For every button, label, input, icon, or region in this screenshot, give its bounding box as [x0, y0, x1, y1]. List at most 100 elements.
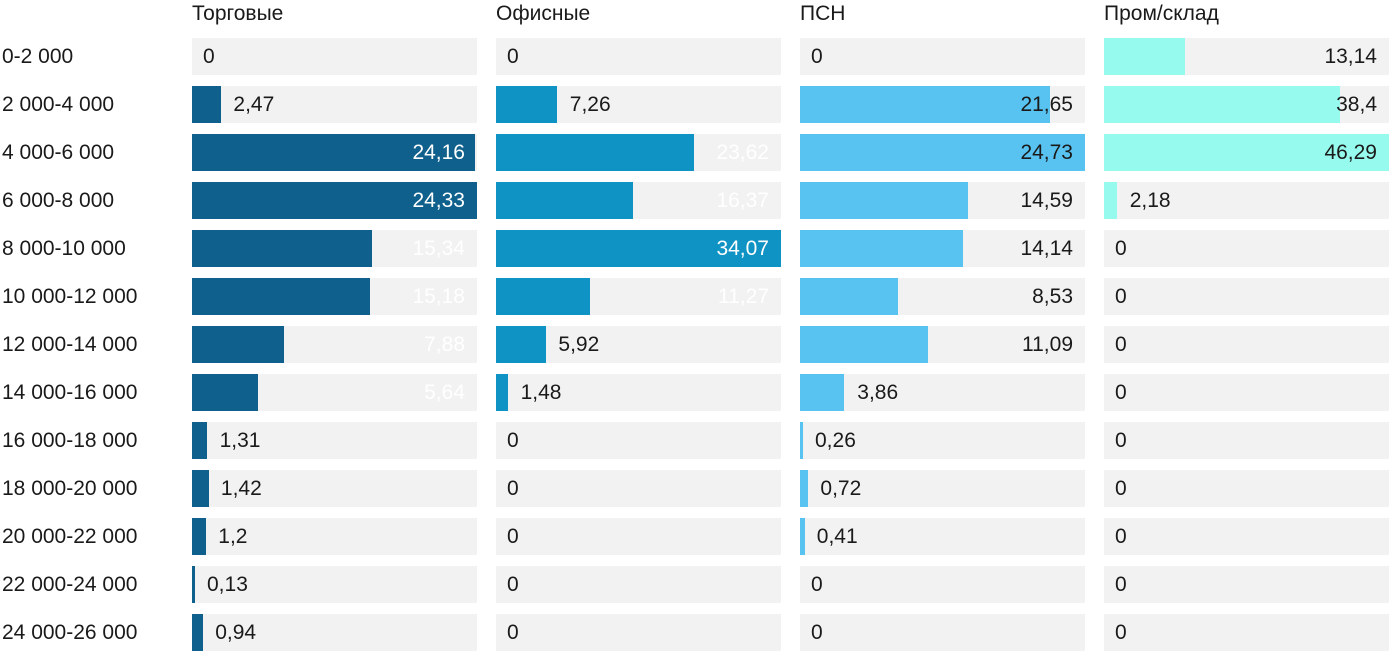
bar-value-label: 14,59: [1020, 188, 1073, 212]
bar-track: 13,14: [1104, 38, 1389, 75]
bar-value-label: 0,94: [215, 620, 257, 644]
bar-track: 16,37: [496, 182, 781, 219]
bar-value-label: 15,34: [412, 236, 465, 260]
bar-track: 0: [1104, 566, 1389, 603]
bar-track: 0: [496, 566, 781, 603]
bar-value-label: 0: [507, 44, 519, 68]
bar-value-label: 0,72: [820, 476, 862, 500]
bar: [496, 326, 546, 363]
bar: [496, 134, 694, 171]
bar-value-label: 1,48: [520, 380, 562, 404]
bar-value-label: 14,14: [1020, 236, 1073, 260]
bar: [1104, 134, 1389, 171]
bar-value-label: 7,88: [424, 332, 465, 356]
bar-track: 1,48: [496, 374, 781, 411]
row-label: 6 000-8 000: [2, 188, 115, 212]
bar-track: 0: [1104, 278, 1389, 315]
bar-track: 24,16: [192, 134, 477, 171]
row-label: 8 000-10 000: [2, 236, 126, 260]
bar-track: 24,33: [192, 182, 477, 219]
row-label: 24 000-26 000: [2, 620, 138, 644]
bar: [192, 230, 372, 267]
bar-value-label: 0: [203, 44, 215, 68]
bar-track: 1,31: [192, 422, 477, 459]
bar-value-label: 5,64: [424, 380, 465, 404]
bar-track: 0: [800, 566, 1085, 603]
bar-value-label: 38,4: [1336, 92, 1377, 116]
row-label: 0-2 000: [2, 44, 74, 68]
bar: [496, 86, 557, 123]
bar-track: 1,42: [192, 470, 477, 507]
bar-track: 0,13: [192, 566, 477, 603]
bar-value-label: 5,92: [558, 332, 600, 356]
bar-value-label: 21,65: [1020, 92, 1073, 116]
bar: [192, 134, 475, 171]
bar-track: 24,73: [800, 134, 1085, 171]
bar-value-label: 34,07: [716, 236, 769, 260]
bar-track: 11,27: [496, 278, 781, 315]
bar-value-label: 13,14: [1324, 44, 1377, 68]
row-label: 14 000-16 000: [2, 380, 138, 404]
bar-track: 46,29: [1104, 134, 1389, 171]
bar-track: 7,26: [496, 86, 781, 123]
bar-value-label: 24,16: [412, 140, 465, 164]
bar-track: 0: [1104, 470, 1389, 507]
bar-value-label: 8,53: [1032, 284, 1073, 308]
bar-value-label: 0,41: [816, 524, 858, 548]
bar-track: 38,4: [1104, 86, 1389, 123]
bar-value-label: 16,37: [716, 188, 769, 212]
bar-value-label: 0,13: [207, 572, 248, 596]
bar-track: 0,72: [800, 470, 1085, 507]
bar-value-label: 1,31: [219, 428, 261, 452]
column-header-3: ПСН: [800, 2, 846, 25]
bar-value-label: 0: [507, 524, 519, 548]
bar-track: 0: [496, 422, 781, 459]
row-label: 22 000-24 000: [2, 572, 138, 596]
bar-track: 15,34: [192, 230, 477, 267]
row-label: 10 000-12 000: [2, 284, 138, 308]
bar-value-label: 0: [811, 620, 823, 644]
bar-track: 3,86: [800, 374, 1085, 411]
bar: [192, 518, 207, 555]
bar: [192, 278, 370, 315]
bar: [192, 86, 221, 123]
chart-grid: Торговые Офисные ПСН Пром/склад 0-2 000 0 0 0 13…: [0, 2, 1389, 651]
bar: [192, 422, 208, 459]
bar-track: 23,62: [496, 134, 781, 171]
bar: [800, 422, 803, 459]
column-header-2: Офисные: [496, 2, 591, 25]
bar: [192, 182, 477, 219]
bar-value-label: 0: [1115, 524, 1127, 548]
bar-track: 11,09: [800, 326, 1085, 363]
bar-value-label: 0: [507, 620, 519, 644]
column-header-4: Пром/склад: [1104, 2, 1219, 25]
bar-value-label: 0: [1115, 284, 1127, 308]
bar-track: 21,65: [800, 86, 1085, 123]
bar: [496, 278, 591, 315]
bar: [800, 326, 928, 363]
bar: [800, 374, 845, 411]
bar: [800, 86, 1050, 123]
bar-track: 0: [1104, 518, 1389, 555]
bar: [800, 182, 969, 219]
row-label: 12 000-14 000: [2, 332, 138, 356]
bar: [192, 374, 259, 411]
bar-track: 2,18: [1104, 182, 1389, 219]
bar-track: 14,59: [800, 182, 1085, 219]
bar-track: 0: [1104, 374, 1389, 411]
bar-track: 8,53: [800, 278, 1085, 315]
bar: [1104, 182, 1118, 219]
bar-track: 0: [1104, 614, 1389, 651]
bar-value-label: 1,42: [220, 476, 262, 500]
bar-value-label: 0: [1115, 572, 1127, 596]
bar-value-label: 0: [1115, 380, 1127, 404]
bar-value-label: 46,29: [1324, 140, 1377, 164]
bar-value-label: 1,2: [218, 524, 248, 548]
column-header-1: Торговые: [192, 2, 284, 25]
bar-track: 0,26: [800, 422, 1085, 459]
bar-track: 14,14: [800, 230, 1085, 267]
bar: [192, 470, 209, 507]
row-label: 2 000-4 000: [2, 92, 115, 116]
bar: [496, 230, 781, 267]
bar-track: 0: [496, 518, 781, 555]
